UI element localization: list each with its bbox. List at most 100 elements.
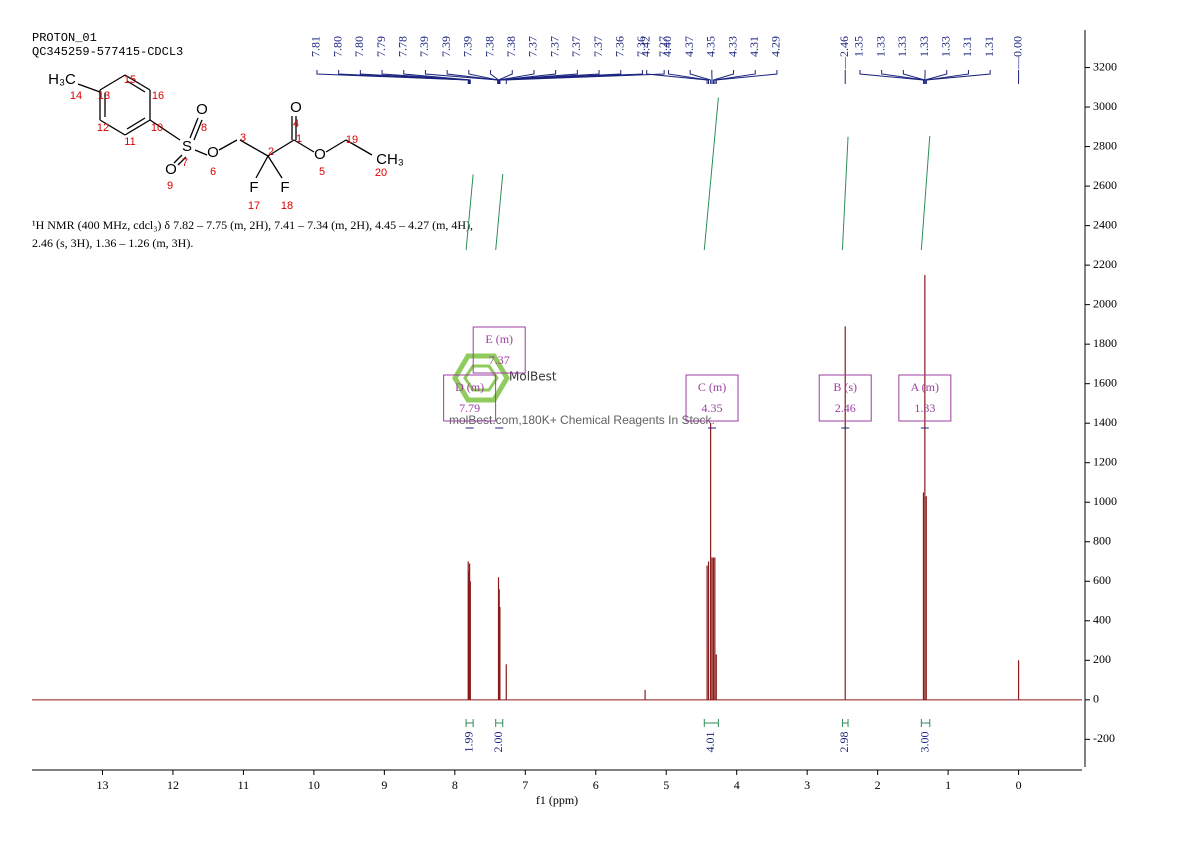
bond (345, 139, 373, 156)
peak-label: 7.80 (330, 36, 344, 57)
bond (77, 83, 101, 93)
peak-label: 4.33 (725, 36, 739, 57)
integral-bracket (465, 719, 474, 727)
multiplet-box (472, 326, 526, 374)
y-tick-label: 1600 (1093, 375, 1117, 389)
peak-label: 7.37 (547, 36, 561, 57)
bond (255, 155, 269, 179)
atom-number: 2 (268, 146, 274, 158)
atom-number: 8 (201, 122, 207, 134)
bond (149, 119, 181, 141)
integral-curve (703, 97, 719, 251)
atom-label: S (182, 138, 192, 155)
peak-label: 4.35 (704, 36, 718, 57)
bond (126, 117, 146, 130)
atom-number: 11 (124, 136, 135, 148)
peak-label: 7.27 (656, 36, 670, 57)
peak-label: 7.39 (417, 36, 431, 57)
logo (452, 353, 510, 403)
y-tick-label: 400 (1093, 613, 1111, 627)
peak-connector (646, 70, 708, 84)
atom-number: 12 (97, 122, 109, 134)
x-tick-label: 3 (804, 778, 810, 792)
x-tick-label: 2 (875, 778, 881, 792)
peak-label: 7.39 (439, 36, 453, 57)
multiplet-label: A (m) (911, 380, 939, 394)
y-tick-label: 2000 (1093, 296, 1117, 310)
integral-bracket (920, 719, 931, 727)
x-tick-label: 8 (452, 778, 458, 792)
peak-label: 1.33 (873, 36, 887, 57)
peak-label: —2.46 (837, 36, 851, 70)
peak-label: 7.37 (591, 36, 605, 57)
multiplet-box (898, 374, 952, 422)
y-tick-label: 2200 (1093, 257, 1117, 271)
y-tick-label: 3000 (1093, 99, 1117, 113)
bond (293, 139, 315, 153)
peak-label: 7.80 (352, 36, 366, 57)
watermark: MolBest molBest.com,180K+ Chemical Reage… (449, 353, 715, 427)
peak-label: 4.42 (638, 36, 652, 57)
peak-connector (925, 70, 991, 84)
integral-curve (841, 136, 849, 251)
y-tick-label: 200 (1093, 652, 1111, 666)
peak-label: 1.33 (917, 36, 931, 57)
peak-label: 1.33 (939, 36, 953, 57)
peak-connector (505, 70, 665, 84)
integral-bracket (495, 719, 504, 727)
peak-label: 1.31 (960, 36, 974, 57)
atom-number: 18 (281, 200, 293, 212)
bond (218, 139, 238, 151)
multiplet-label: E (m) (485, 332, 513, 346)
x-tick-label: 1 (945, 778, 951, 792)
atom-number: 7 (182, 157, 188, 169)
x-tick-label: 5 (663, 778, 669, 792)
x-tick-label: 6 (593, 778, 599, 792)
multiplet-shift: 2.46 (835, 401, 856, 415)
y-tick-label: 1800 (1093, 336, 1117, 350)
atom-number: 19 (346, 134, 358, 146)
y-tick-label: 600 (1093, 573, 1111, 587)
x-tick-label: 7 (522, 778, 528, 792)
peak-label: 7.36 (634, 36, 648, 57)
x-tick-label: 0 (1016, 778, 1022, 792)
peak-label: 7.36 (613, 36, 627, 57)
atom-label: F (249, 179, 258, 196)
y-tick-label: -200 (1093, 731, 1115, 745)
bond (124, 74, 151, 91)
y-tick-label: 2600 (1093, 178, 1117, 192)
peak-connector (689, 70, 712, 84)
atom-number: 4 (293, 118, 299, 130)
atom-number: 14 (70, 90, 82, 102)
integral-label: 3.00 (917, 732, 931, 753)
peak-label: 7.38 (504, 36, 518, 57)
x-axis-label: f1 (ppm) (536, 793, 578, 807)
peak-label: 7.79 (374, 36, 388, 57)
peak-label: 1.31 (982, 36, 996, 57)
atom-label: O (314, 146, 326, 163)
peak-label: 1.33 (895, 36, 909, 57)
atom-label: CH₃ (376, 151, 404, 168)
integral-bracket (841, 719, 849, 727)
atom-number: 9 (167, 180, 173, 192)
bond (325, 139, 347, 153)
integral-curve (920, 135, 931, 251)
x-tick-label: 11 (238, 778, 250, 792)
x-tick-label: 4 (734, 778, 740, 792)
multiplet-box (685, 374, 739, 422)
bond (193, 119, 203, 141)
peak-connector (498, 70, 600, 84)
multiplet-shift: 7.37 (489, 353, 510, 367)
atom-label: F (280, 179, 289, 196)
peak-label: 7.38 (482, 36, 496, 57)
peak-label: 7.81 (309, 36, 323, 57)
y-tick-label: 800 (1093, 534, 1111, 548)
atom-number: 1 (296, 133, 302, 145)
multiplet-shift: 7.79 (459, 401, 480, 415)
x-tick-label: 10 (308, 778, 320, 792)
atom-number: 10 (151, 122, 163, 134)
peak-connector (714, 70, 756, 84)
x-tick-label: 12 (167, 778, 179, 792)
atom-number: 17 (248, 200, 260, 212)
bond (267, 139, 295, 157)
